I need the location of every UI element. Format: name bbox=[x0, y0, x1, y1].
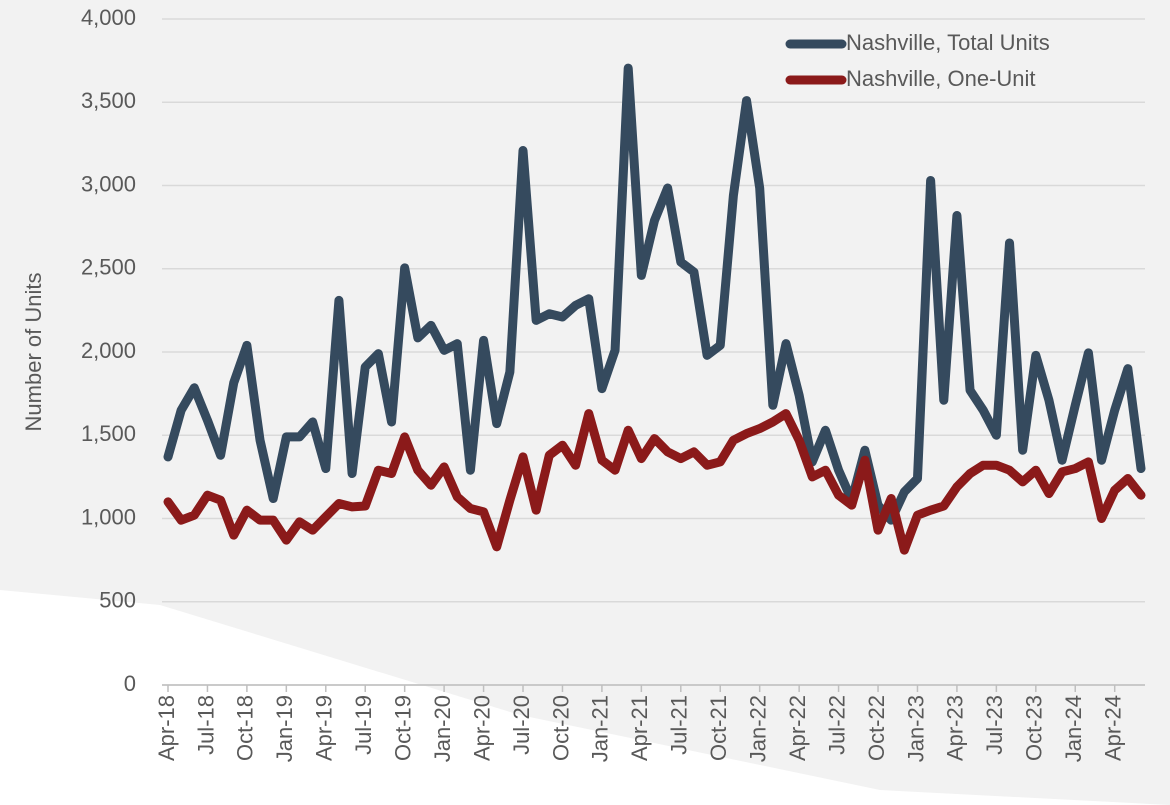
legend-label: Nashville, Total Units bbox=[846, 30, 1050, 55]
x-tick-label: Jul-20 bbox=[509, 695, 534, 755]
x-tick-label: Jan-22 bbox=[746, 695, 771, 762]
data-line bbox=[163, 63, 1146, 525]
x-tick-label: Jan-24 bbox=[1061, 695, 1086, 762]
x-tick-label: Apr-19 bbox=[312, 695, 337, 761]
x-tick-label: Jan-23 bbox=[903, 695, 928, 762]
x-tick-label: Oct-18 bbox=[233, 695, 258, 761]
x-tick-label: Jul-23 bbox=[982, 695, 1007, 755]
y-tick-label: 1,500 bbox=[81, 421, 136, 446]
x-tick-label: Jul-21 bbox=[667, 695, 692, 755]
x-tick-label: Oct-23 bbox=[1022, 695, 1047, 761]
y-tick-label: 3,000 bbox=[81, 171, 136, 196]
data-line bbox=[163, 409, 1146, 555]
x-tick-label: Apr-21 bbox=[627, 695, 652, 761]
y-axis-label: Number of Units bbox=[21, 273, 46, 432]
y-tick-label: 0 bbox=[124, 671, 136, 696]
x-tick-label: Apr-18 bbox=[154, 695, 179, 761]
x-tick-label: Jul-18 bbox=[193, 695, 218, 755]
x-tick-label: Jan-20 bbox=[430, 695, 455, 762]
y-tick-label: 2,000 bbox=[81, 338, 136, 363]
y-tick-label: 2,500 bbox=[81, 255, 136, 280]
x-tick-label: Oct-21 bbox=[706, 695, 731, 761]
x-tick-label: Jan-19 bbox=[272, 695, 297, 762]
x-tick-label: Apr-22 bbox=[785, 695, 810, 761]
legend-label: Nashville, One-Unit bbox=[846, 66, 1036, 91]
x-tick-label: Jan-21 bbox=[588, 695, 613, 762]
background-shape bbox=[0, 590, 1170, 805]
x-tick-label: Apr-20 bbox=[469, 695, 494, 761]
x-tick-label: Apr-23 bbox=[943, 695, 968, 761]
y-tick-label: 4,000 bbox=[81, 5, 136, 30]
y-tick-label: 500 bbox=[99, 588, 136, 613]
y-tick-label: 3,500 bbox=[81, 88, 136, 113]
x-tick-label: Oct-22 bbox=[864, 695, 889, 761]
x-tick-label: Jul-19 bbox=[351, 695, 376, 755]
x-tick-label: Jul-22 bbox=[824, 695, 849, 755]
x-tick-label: Oct-20 bbox=[548, 695, 573, 761]
x-tick-label: Apr-24 bbox=[1101, 695, 1126, 761]
x-tick-label: Oct-19 bbox=[390, 695, 415, 761]
y-tick-label: 1,000 bbox=[81, 504, 136, 529]
